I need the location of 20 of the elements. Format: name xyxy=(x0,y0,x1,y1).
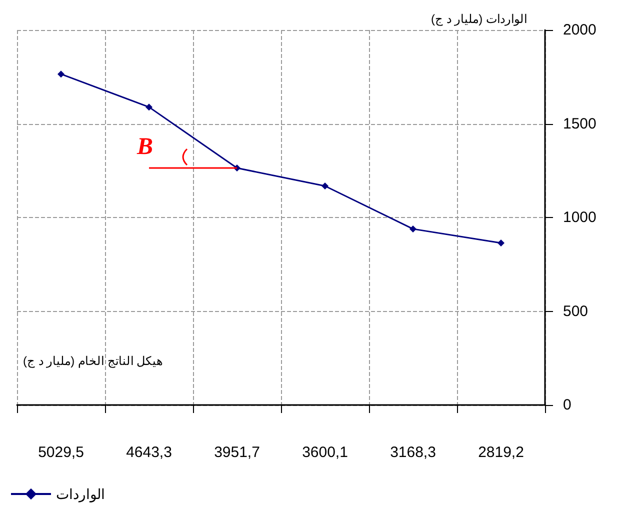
x-tick-label: 3951,7 xyxy=(214,444,260,461)
y-tick-label: 500 xyxy=(563,302,588,320)
point xyxy=(410,225,416,232)
y-tick-label: 0 xyxy=(563,396,572,414)
point xyxy=(58,70,64,78)
y-tick-label: 2000 xyxy=(563,22,596,38)
y-tick-label: 1500 xyxy=(563,115,596,132)
x-tick-label: 2819,2 xyxy=(478,444,524,461)
point xyxy=(146,104,152,111)
x-axis-title: هيكل الناتج الخام (مليار د ج) xyxy=(23,354,163,368)
annotation: B xyxy=(137,134,154,161)
point xyxy=(322,182,328,190)
x-tick-label: 3168,3 xyxy=(390,444,436,461)
y-axis-title: الواردات (مليار د ج) xyxy=(431,12,528,26)
legend-label: الواردات xyxy=(56,486,105,503)
x-tick-label: 4643,3 xyxy=(126,444,172,461)
point xyxy=(498,240,504,246)
x-tick-label: 3600,1 xyxy=(302,444,348,461)
y-tick-label: 1000 xyxy=(563,209,596,226)
x-tick-label: 5029,5 xyxy=(38,444,84,461)
